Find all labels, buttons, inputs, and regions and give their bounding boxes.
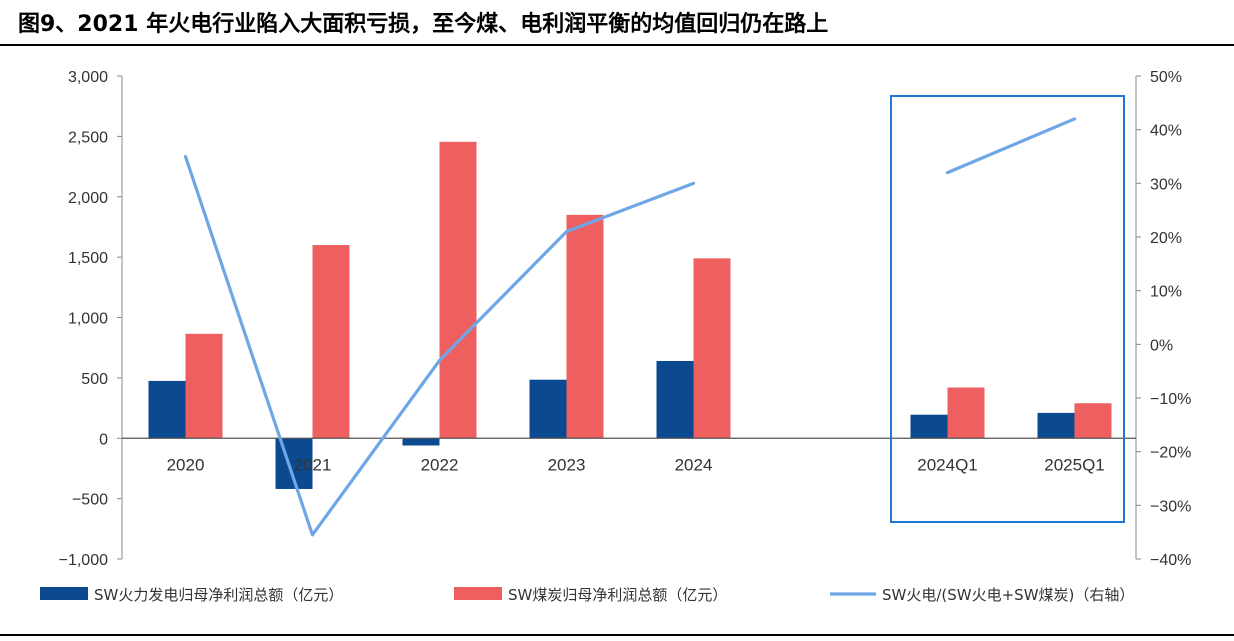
legend-swatch-coal bbox=[454, 587, 502, 600]
left-tick-label: −500 bbox=[72, 492, 108, 509]
ratio-line-segment bbox=[183, 154, 696, 537]
bottom-rule bbox=[0, 634, 1234, 636]
highlight-box bbox=[890, 95, 1125, 523]
bar-thermal bbox=[529, 379, 567, 439]
chart-title: 图9、2021 年火电行业陷入大面积亏损，至今煤、电利润平衡的均值回归仍在路上 bbox=[18, 12, 829, 37]
bar-coal bbox=[1074, 403, 1112, 439]
right-tick-label: −40% bbox=[1150, 552, 1191, 569]
right-tick-label: 0% bbox=[1150, 337, 1173, 354]
bar-thermal bbox=[910, 414, 948, 439]
right-tick-label: −10% bbox=[1150, 391, 1191, 408]
right-tick-label: 30% bbox=[1150, 176, 1182, 193]
bar-thermal bbox=[148, 380, 186, 439]
left-tick-label: −1,000 bbox=[59, 552, 108, 569]
right-tick-label: −30% bbox=[1150, 498, 1191, 515]
left-tick-label: 1,500 bbox=[68, 250, 108, 267]
left-tick-label: 2,000 bbox=[68, 190, 108, 207]
bar-thermal bbox=[402, 438, 440, 446]
legend-label-thermal: SW火力发电归母净利润总额（亿元） bbox=[94, 586, 343, 604]
legend-label-coal: SW煤炭归母净利润总额（亿元） bbox=[508, 586, 727, 604]
right-tick-label: 20% bbox=[1150, 230, 1182, 247]
category-label: 2025Q1 bbox=[1044, 455, 1105, 474]
right-tick-label: 40% bbox=[1150, 123, 1182, 140]
category-label: 2023 bbox=[548, 455, 586, 474]
category-label: 2020 bbox=[167, 455, 205, 474]
bar-thermal bbox=[1037, 412, 1075, 439]
category-label: 2024Q1 bbox=[917, 455, 978, 474]
bar-coal bbox=[693, 258, 731, 439]
category-label: 2024 bbox=[675, 455, 713, 474]
bar-coal bbox=[947, 387, 985, 439]
bar-coal bbox=[185, 333, 223, 439]
bar-coal bbox=[312, 245, 350, 439]
left-tick-label: 2,500 bbox=[68, 129, 108, 146]
category-label: 2021 bbox=[294, 455, 332, 474]
legend-swatch-thermal bbox=[40, 587, 88, 600]
left-tick-label: 500 bbox=[81, 371, 108, 388]
bar-thermal bbox=[656, 360, 694, 439]
left-tick-label: 3,000 bbox=[68, 69, 108, 86]
left-tick-label: 0 bbox=[99, 431, 108, 448]
right-tick-label: 10% bbox=[1150, 284, 1182, 301]
left-tick-label: 1,000 bbox=[68, 311, 108, 328]
ratio-line-segment bbox=[945, 117, 1077, 175]
right-tick-label: 50% bbox=[1150, 69, 1182, 86]
title-bar: 图9、2021 年火电行业陷入大面积亏损，至今煤、电利润平衡的均值回归仍在路上 bbox=[0, 0, 1234, 46]
bar-coal bbox=[439, 141, 477, 439]
right-tick-label: −20% bbox=[1150, 445, 1191, 462]
category-label: 2022 bbox=[421, 455, 459, 474]
legend-label-ratio: SW火电/(SW火电+SW煤炭)（右轴） bbox=[882, 586, 1134, 604]
bar-coal bbox=[566, 214, 604, 439]
